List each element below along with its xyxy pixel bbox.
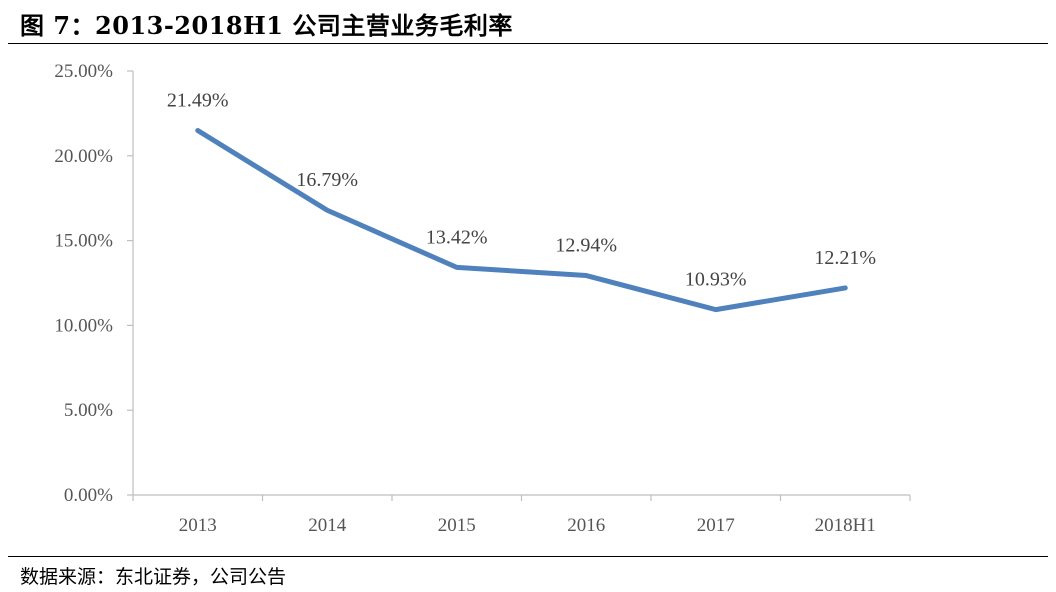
data-point (326, 209, 328, 211)
data-point (844, 287, 846, 289)
data-point (197, 130, 199, 132)
data-point (715, 309, 717, 311)
data-point (456, 266, 458, 268)
x-tick-label: 2016 (567, 515, 605, 536)
x-tick-label: 2013 (179, 515, 217, 536)
x-axis-ticks: 2013 2014 2015 2016 2017 2018H1 (132, 495, 911, 536)
chart-axes (132, 71, 910, 496)
top-rule (8, 43, 1048, 44)
data-label: 12.21% (814, 247, 876, 269)
source-note: 数据来源：东北证券，公司公告 (20, 566, 287, 588)
data-labels: 21.49% 16.79% 13.42% 12.94% 10.93% 12.21% (167, 90, 876, 291)
y-tick-label: 25.00% (54, 61, 113, 82)
y-tick-label: 0.00% (64, 485, 113, 506)
x-tick-label: 2018H1 (815, 515, 876, 536)
y-axis-ticks: 0.00% 5.00% 10.00% 15.00% 20.00% 25.00% (54, 61, 133, 506)
y-tick-label: 5.00% (64, 400, 113, 421)
data-label: 10.93% (685, 269, 747, 291)
series-line (195, 128, 848, 313)
figure-title: 图 7：2013-2018H1 公司主营业务毛利率 (20, 11, 513, 40)
data-label: 21.49% (167, 90, 229, 112)
data-label: 16.79% (296, 169, 358, 191)
bottom-rule (8, 556, 1048, 557)
data-label: 12.94% (555, 235, 617, 257)
data-point (585, 275, 587, 277)
y-tick-label: 15.00% (54, 231, 113, 252)
x-tick-label: 2014 (308, 515, 347, 536)
y-tick-label: 10.00% (54, 315, 113, 336)
y-tick-label: 20.00% (54, 146, 113, 167)
series-group (195, 128, 848, 313)
x-tick-label: 2015 (438, 515, 476, 536)
x-tick-label: 2017 (697, 515, 735, 536)
data-label: 13.42% (426, 226, 488, 248)
